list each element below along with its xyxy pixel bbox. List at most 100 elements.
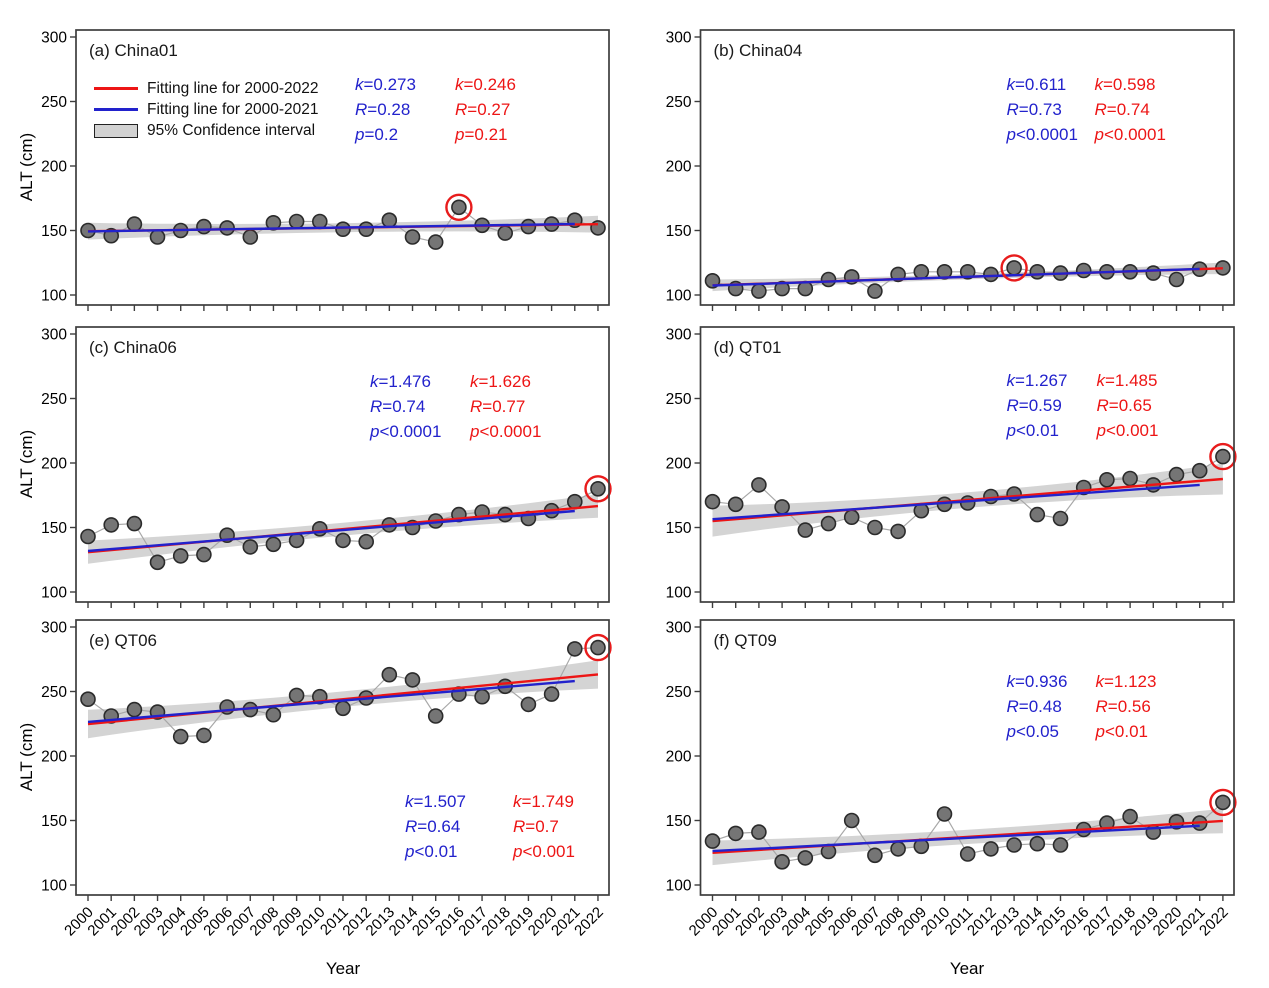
data-point	[381, 212, 398, 228]
y-tick-labels: 300 250 200 150 100	[41, 30, 67, 305]
stats-blue-China06: k=1.476 R=0.74 p<0.0001	[370, 369, 441, 444]
data-point	[1075, 262, 1092, 279]
y-tick-label: 150	[666, 813, 692, 830]
stat-line-k: k=1.123	[1095, 672, 1157, 691]
stat-line-R: R=0.74	[1094, 100, 1150, 119]
data-point	[80, 528, 96, 545]
y-tick-label: 300	[666, 327, 692, 344]
axis-ticks	[694, 36, 1224, 311]
data-point	[867, 283, 883, 299]
data-point	[913, 263, 930, 280]
data-point	[358, 533, 375, 550]
stats-blue-China01: k=0.273 R=0.28 p=0.2	[355, 72, 416, 147]
stat-line-p: p=0.21	[455, 125, 508, 144]
data-point	[751, 283, 767, 299]
data-point	[959, 846, 976, 862]
stats-red-QT06: k=1.749 R=0.7 p<0.001	[513, 789, 575, 864]
y-tick-label: 100	[666, 878, 692, 895]
data-point	[288, 532, 305, 549]
stat-line-k: k=1.485	[1096, 371, 1158, 390]
stat-line-k: k=1.476	[370, 372, 431, 391]
y-tick-label: 100	[41, 878, 67, 895]
stat-line-p: p<0.01	[1006, 421, 1059, 440]
y-tick-label: 100	[41, 585, 67, 602]
stat-line-k: k=1.626	[470, 372, 531, 391]
data-point	[890, 841, 906, 857]
y-tick-label: 250	[666, 391, 692, 408]
stat-line-k: k=1.749	[513, 792, 574, 811]
stat-line-p: p<0.0001	[1006, 125, 1078, 144]
y-axis-label-row2: ALT (cm)	[17, 429, 36, 499]
axis-ticks	[70, 333, 599, 608]
legend: Fitting line for 2000-2022 Fitting line …	[94, 78, 318, 141]
panel-China01: 300 250 200 150 100	[41, 29, 610, 311]
y-tick-label: 300	[41, 620, 67, 637]
y-tick-labels: 300 250 200 150 100	[666, 327, 692, 602]
y-tick-label: 300	[41, 327, 67, 344]
data-point	[311, 213, 328, 230]
data-point	[820, 271, 837, 288]
y-tick-label: 250	[41, 94, 67, 111]
blue-line-swatch	[94, 108, 138, 111]
panel-title-QT01: (d) QT01	[713, 338, 782, 357]
data-point	[1029, 506, 1046, 523]
stat-line-R: R=0.74	[370, 397, 426, 416]
data-point	[80, 691, 96, 708]
stat-line-k: k=0.611	[1006, 75, 1067, 94]
data-point	[1052, 837, 1069, 853]
data-point	[126, 701, 143, 718]
data-point	[265, 706, 282, 723]
data-point	[867, 519, 883, 536]
y-tick-label: 200	[666, 456, 692, 473]
y-tick-label: 200	[666, 749, 692, 766]
data-point	[1191, 462, 1208, 479]
data-point	[288, 213, 305, 230]
data-point	[497, 225, 514, 241]
y-tick-label: 150	[41, 520, 67, 537]
highlight-circle	[1000, 254, 1028, 282]
y-tick-label: 150	[666, 223, 692, 240]
legend-label: 95% Confidence interval	[147, 121, 316, 139]
y-axis-label-row3: ALT (cm)	[17, 722, 36, 792]
stats-blue-QT01: k=1.267 R=0.59 p<0.01	[1007, 368, 1068, 443]
stat-line-R: R=0.65	[1096, 396, 1152, 415]
data-point	[774, 853, 790, 870]
panel-frame	[75, 29, 610, 306]
y-tick-labels: 300 250 200 150 100	[666, 620, 692, 895]
stat-line-p: p<0.0001	[370, 422, 442, 441]
stat-line-R: R=0.28	[355, 100, 411, 119]
data-point	[890, 523, 906, 540]
legend-item-confidence-interval: 95% Confidence interval	[94, 120, 318, 141]
stat-line-p: p<0.001	[1096, 421, 1159, 440]
data-point	[843, 509, 860, 526]
data-point	[1006, 837, 1022, 853]
data-point	[1006, 260, 1022, 276]
data-point	[566, 641, 583, 657]
stat-line-R: R=0.27	[455, 100, 511, 119]
data-point	[843, 812, 860, 829]
data-point	[751, 824, 767, 840]
stats-red-China04: k=0.598 R=0.74 p<0.0001	[1095, 72, 1166, 147]
stat-line-p: p<0.001	[513, 842, 575, 861]
data-point	[103, 517, 119, 533]
fit-line-2000-2021	[87, 222, 575, 233]
highlight-circle	[1209, 442, 1237, 471]
axis-ticks	[70, 36, 599, 311]
data-point	[172, 728, 189, 745]
stat-line-R: R=0.73	[1006, 100, 1062, 119]
data-point	[242, 229, 259, 245]
stat-line-p: p<0.0001	[1094, 125, 1166, 144]
y-tick-label: 100	[666, 585, 692, 602]
data-point	[427, 708, 444, 724]
data-point	[1168, 813, 1185, 830]
legend-label: Fitting line for 2000-2021	[147, 100, 319, 118]
stat-line-k: k=0.246	[455, 75, 516, 94]
panel-QT09: 300 250 200 150 100 2000200120022003200420052…	[666, 619, 1237, 939]
data-point	[1168, 466, 1185, 483]
data-point	[983, 841, 999, 857]
data-point	[774, 499, 790, 515]
stat-line-R: R=0.7	[513, 817, 559, 836]
y-tick-labels: 300 250 200 150 100	[41, 620, 67, 895]
data-points	[80, 199, 606, 250]
